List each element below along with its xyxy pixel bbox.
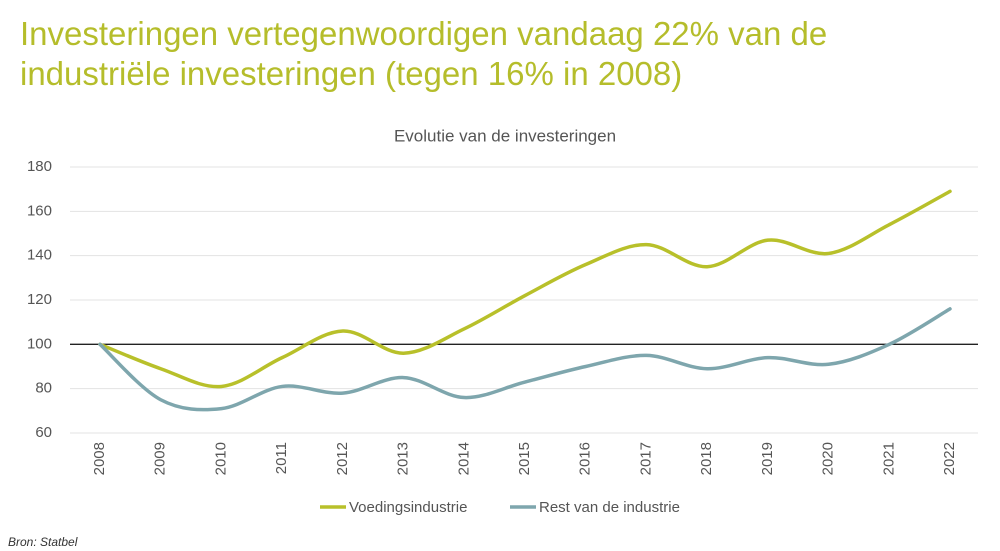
chart-title: Investeringen vertegenwoordigen vandaag … — [20, 15, 828, 92]
x-tick-label: 2008 — [91, 442, 108, 475]
x-tick-label: 2011 — [273, 442, 290, 474]
legend-label: Rest van de industrie — [539, 499, 680, 516]
x-tick-label: 2015 — [516, 442, 533, 475]
x-tick-label: 2009 — [152, 442, 169, 475]
line-series — [98, 189, 952, 389]
x-tick-label: 2020 — [820, 442, 837, 475]
y-tick-label: 100 — [27, 335, 52, 352]
y-tick-label: 160 — [27, 202, 52, 219]
y-tick-label: 60 — [35, 424, 52, 441]
x-tick-label: 2016 — [577, 442, 594, 475]
x-tick-label: 2019 — [759, 442, 776, 475]
x-tick-label: 2022 — [941, 442, 958, 475]
x-tick-label: 2017 — [637, 442, 654, 475]
x-tick-label: 2014 — [455, 442, 472, 475]
line-series — [98, 307, 952, 412]
chart-subtitle: Evolutie van de investeringen — [394, 126, 616, 145]
y-tick-label: 120 — [27, 291, 52, 308]
legend-label: Voedingsindustrie — [349, 499, 467, 516]
source-note: Bron: Statbel — [8, 535, 78, 549]
y-tick-label: 80 — [35, 380, 52, 397]
x-tick-label: 2013 — [395, 442, 412, 475]
x-tick-label: 2021 — [880, 442, 897, 475]
y-tick-label: 140 — [27, 247, 52, 264]
x-tick-label: 2010 — [212, 442, 229, 475]
x-tick-label: 2012 — [334, 442, 351, 475]
x-tick-label: 2018 — [698, 442, 715, 475]
y-tick-label: 180 — [27, 158, 52, 175]
